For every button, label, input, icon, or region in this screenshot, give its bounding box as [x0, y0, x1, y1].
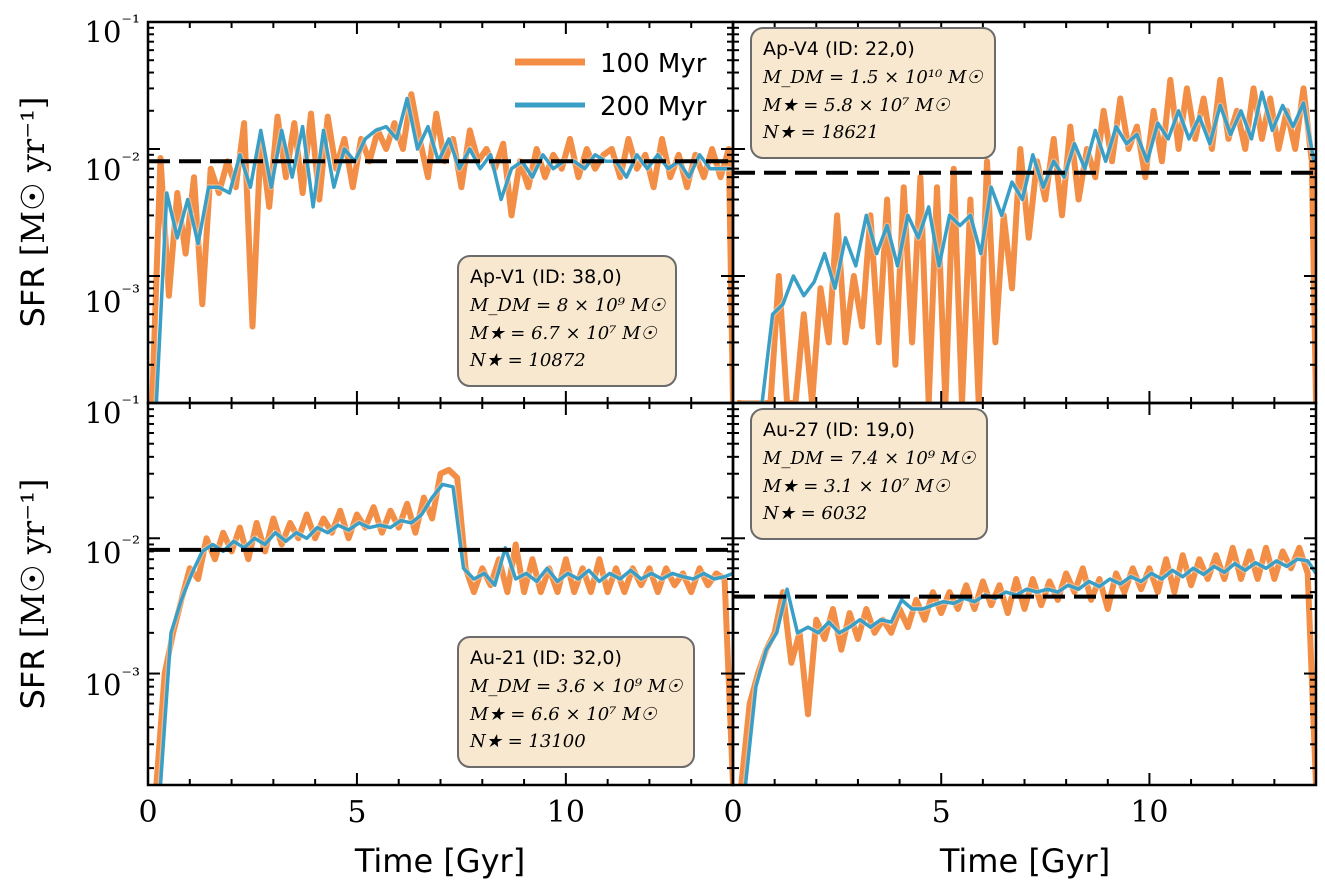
galaxy-title: Ap-V1 (ID: 38,0) [470, 266, 622, 288]
info-box-bg [457, 636, 695, 768]
star-particle-count: N★ = 10872 [469, 350, 586, 371]
x-tick-label: 5 [347, 795, 366, 830]
stellar-mass: M★ = 3.1 × 10⁷ M☉ [762, 476, 951, 497]
panel-bottom-left: 0 5 10 10⁻¹ 10⁻² 10⁻³ Au-21 (ID: 32,0) M_DM = 3… [85, 391, 735, 830]
series-100myr-line [738, 544, 1316, 785]
series-200myr-halo [742, 556, 1316, 785]
legend-label-200myr: 200 Myr [600, 92, 707, 122]
info-box: Ap-V1 (ID: 38,0) M_DM = 8 × 10⁹ M☉ M★ = 6.… [457, 255, 677, 387]
dark-matter-mass: M_DM = 1.5 × 10¹⁰ M☉ [762, 67, 983, 88]
x-tick-label: 10 [1130, 795, 1168, 830]
stellar-mass: M★ = 6.6 × 10⁷ M☉ [469, 704, 658, 725]
galaxy-title: Au-21 (ID: 32,0) [470, 647, 622, 669]
y-tick-label: 10⁻¹ [85, 391, 140, 430]
y-tick-label: 10⁻² [85, 531, 140, 570]
x-axis-label-left: Time [Gyr] [354, 842, 525, 880]
series-200myr-line [154, 96, 731, 403]
x-axis-label-right: Time [Gyr] [939, 842, 1110, 880]
star-particle-count: N★ = 18621 [762, 122, 879, 143]
dark-matter-mass: M_DM = 3.6 × 10⁹ M☉ [469, 676, 683, 697]
panel-top-left: 10⁻¹ 10⁻² 10⁻³ Ap-V1 (ID: 38,0) M_DM = 8 × 1… [85, 10, 735, 405]
y-tick-label: 10⁻² [85, 148, 140, 187]
dark-matter-mass: M_DM = 8 × 10⁹ M☉ [469, 295, 666, 316]
info-box-bg [750, 408, 988, 540]
series-100myr-line [737, 76, 1316, 403]
info-box: Ap-V4 (ID: 22,0) M_DM = 1.5 × 10¹⁰ M☉ M★ =… [750, 27, 996, 159]
plot-area [733, 544, 1316, 785]
panel-bottom-right: 0 5 10 Au-27 (ID: 19,0) M_DM = 7.4 × 10⁹ M☉ M… [723, 401, 1318, 830]
info-box: Au-21 (ID: 32,0) M_DM = 3.6 × 10⁹ M☉ M★ = … [457, 636, 695, 768]
y-tick-label: 10⁻³ [85, 280, 140, 319]
info-box-bg [750, 27, 996, 159]
star-particle-count: N★ = 13100 [469, 731, 586, 752]
stellar-mass: M★ = 5.8 × 10⁷ M☉ [762, 95, 951, 116]
info-box: Au-27 (ID: 19,0) M_DM = 7.4 × 10⁹ M☉ M★ = … [750, 408, 988, 540]
series-200myr-line [741, 90, 1316, 403]
x-tick-label: 10 [547, 795, 585, 830]
y-axis-label-bottom: SFR [M☉ yr⁻¹] [14, 479, 52, 710]
plot-area [148, 466, 733, 785]
legend: 100 Myr 200 Myr [515, 49, 707, 122]
legend-label-100myr: 100 Myr [600, 49, 707, 79]
x-tick-label: 5 [932, 795, 951, 830]
panel-top-right: Ap-V4 (ID: 22,0) M_DM = 1.5 × 10¹⁰ M☉ M★ =… [731, 20, 1318, 405]
galaxy-title: Ap-V4 (ID: 22,0) [763, 38, 915, 60]
plot-area [148, 91, 733, 403]
dark-matter-mass: M_DM = 7.4 × 10⁹ M☉ [762, 448, 976, 469]
y-tick-label: 10⁻¹ [85, 10, 140, 49]
series-200myr-line [158, 482, 733, 785]
series-200myr-line [743, 557, 1316, 785]
info-box-bg [457, 255, 677, 387]
star-particle-count: N★ = 6032 [762, 503, 867, 524]
plot-area [733, 76, 1316, 403]
y-axis-label-top: SFR [M☉ yr⁻¹] [14, 97, 52, 328]
x-tick-label: 0 [723, 795, 742, 830]
x-tick-label: 0 [138, 795, 157, 830]
stellar-mass: M★ = 6.7 × 10⁷ M☉ [469, 323, 658, 344]
y-tick-label: 10⁻³ [85, 663, 140, 702]
galaxy-title: Au-27 (ID: 19,0) [763, 419, 915, 441]
